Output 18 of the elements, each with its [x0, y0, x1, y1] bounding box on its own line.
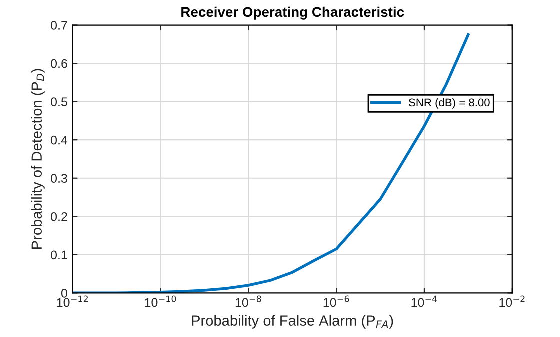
- x-axis-title: Probability of False Alarm (P$_{FA}$): [192, 315, 394, 329]
- y-tick-label: 0.1: [51, 250, 68, 260]
- y-tick-label: 0.3: [51, 174, 68, 184]
- y-axis-title: Probability of Detection (P$_{D}$): [31, 69, 45, 249]
- y-tick-label: 0: [61, 288, 68, 298]
- chart-title: Receiver Operating Characteristic: [182, 6, 404, 20]
- x-tick-label: 10$^{−10}$: [145, 296, 176, 308]
- y-tick-label: 0.2: [51, 212, 68, 222]
- legend-label: SNR (dB) = 8.00: [409, 98, 490, 109]
- y-tick-label: 0.5: [51, 98, 68, 106]
- x-tick-label: 10$^{−4}$: [412, 296, 438, 308]
- y-tick-label: 0.4: [51, 136, 68, 145]
- y-tick-label: 0.6: [51, 59, 68, 68]
- x-tick-label: 10$^{−2}$: [500, 296, 525, 308]
- line-series: [72, 33, 470, 294]
- x-tick-label: 10$^{−8}$: [236, 296, 262, 308]
- x-tick-label: 10$^{−6}$: [324, 296, 350, 308]
- y-tick-label: 0.7: [51, 21, 68, 30]
